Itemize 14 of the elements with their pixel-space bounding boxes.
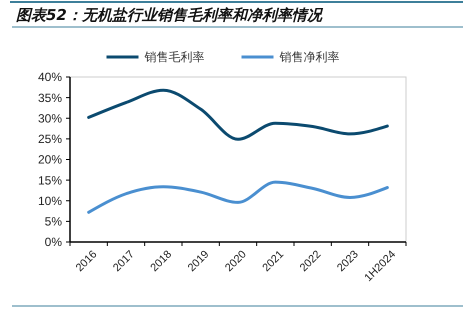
line-series (87, 88, 389, 141)
y-tick-label: 35% (38, 90, 62, 105)
y-tick-label: 5% (44, 214, 62, 229)
y-tick-label: 10% (38, 194, 62, 208)
y-tick-label: 0% (44, 235, 62, 250)
legend-label: 销售毛利率 (144, 50, 204, 64)
legend-label: 销售净利率 (278, 50, 340, 64)
y-tick-label: 40% (38, 70, 62, 84)
line-series (87, 180, 389, 214)
y-tick-label: 20% (38, 152, 62, 167)
y-tick-label: 30% (38, 111, 62, 126)
y-tick-label: 25% (38, 132, 62, 146)
chart-title: 图表52：无机盐行业销售毛利率和净利率情况 (16, 6, 324, 24)
y-tick-label: 15% (38, 173, 62, 188)
